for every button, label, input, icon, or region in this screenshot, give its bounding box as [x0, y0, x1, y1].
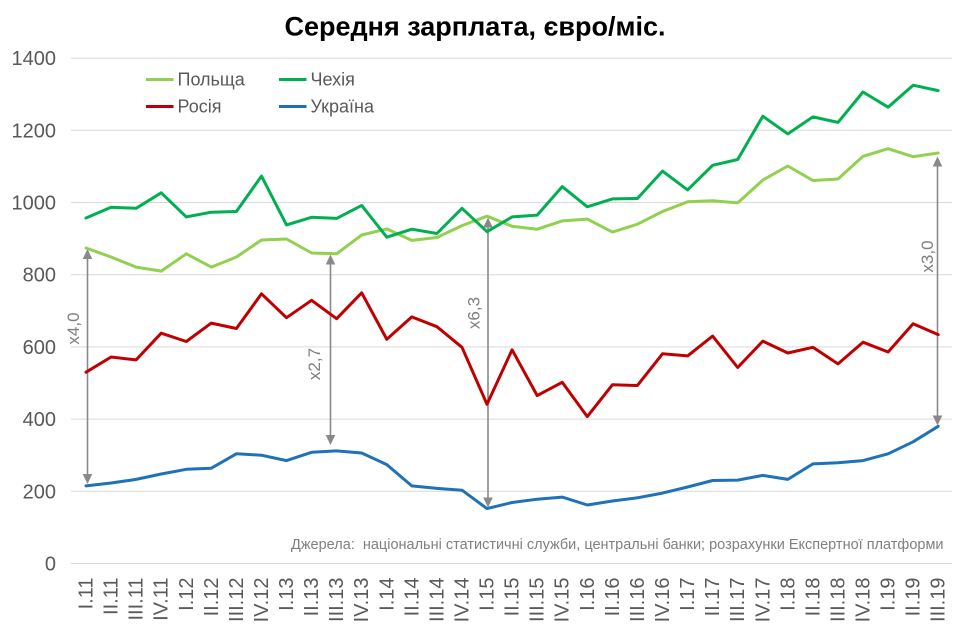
- svg-text:0: 0: [45, 554, 56, 576]
- svg-text:II.14: II.14: [401, 578, 423, 617]
- svg-text:II.18: II.18: [802, 578, 824, 617]
- svg-text:x2,7: x2,7: [305, 348, 324, 380]
- svg-text:1000: 1000: [12, 193, 57, 215]
- svg-text:III.11: III.11: [126, 578, 148, 621]
- svg-text:1400: 1400: [12, 48, 57, 70]
- svg-text:III.16: III.16: [627, 578, 649, 622]
- svg-text:III.14: III.14: [426, 578, 448, 622]
- svg-text:IV.15: IV.15: [552, 578, 574, 623]
- svg-text:I.19: I.19: [878, 578, 900, 611]
- svg-text:IV.16: IV.16: [652, 578, 674, 623]
- svg-text:IV.11: IV.11: [151, 578, 173, 621]
- svg-text:200: 200: [23, 481, 56, 503]
- svg-text:II.13: II.13: [301, 578, 323, 617]
- svg-text:I.13: I.13: [276, 578, 298, 611]
- svg-text:IV.13: IV.13: [351, 578, 373, 623]
- svg-text:400: 400: [23, 409, 56, 431]
- svg-text:Польща: Польща: [178, 70, 246, 90]
- svg-text:III.17: III.17: [727, 578, 749, 622]
- svg-text:Україна: Україна: [311, 97, 375, 117]
- svg-text:II.19: II.19: [903, 578, 925, 617]
- svg-text:II.16: II.16: [602, 578, 624, 617]
- svg-text:Чехія: Чехія: [311, 70, 355, 90]
- svg-text:IV.17: IV.17: [752, 578, 774, 623]
- svg-text:I.16: I.16: [577, 578, 599, 611]
- svg-text:x6,3: x6,3: [465, 297, 484, 329]
- svg-text:II.11: II.11: [101, 578, 123, 615]
- svg-text:IV.12: IV.12: [251, 578, 273, 623]
- svg-text:III.19: III.19: [928, 578, 950, 622]
- svg-text:I.15: I.15: [477, 578, 499, 611]
- svg-text:Джерела: національні статисти: Джерела: національні статистичні служби,…: [291, 537, 944, 553]
- svg-text:II.17: II.17: [702, 578, 724, 617]
- svg-text:x4,0: x4,0: [64, 312, 83, 344]
- svg-text:1200: 1200: [12, 120, 57, 142]
- svg-text:x3,0: x3,0: [918, 240, 937, 272]
- svg-text:I.11: I.11: [76, 578, 98, 610]
- svg-text:Росія: Росія: [178, 97, 222, 117]
- svg-text:800: 800: [23, 265, 56, 287]
- svg-text:I.12: I.12: [176, 578, 198, 611]
- svg-text:Середня зарплата, євро/міс.: Середня зарплата, євро/міс.: [284, 12, 665, 42]
- svg-text:III.15: III.15: [527, 578, 549, 622]
- svg-text:I.18: I.18: [777, 578, 799, 611]
- svg-text:IV.14: IV.14: [452, 578, 474, 623]
- svg-text:II.15: II.15: [502, 578, 524, 617]
- svg-text:I.14: I.14: [376, 578, 398, 611]
- svg-text:III.13: III.13: [326, 578, 348, 622]
- svg-text:IV.18: IV.18: [853, 578, 875, 623]
- svg-text:I.17: I.17: [677, 578, 699, 611]
- svg-text:II.12: II.12: [201, 578, 223, 617]
- svg-text:III.12: III.12: [226, 578, 248, 622]
- svg-text:III.18: III.18: [828, 578, 850, 622]
- svg-text:600: 600: [23, 337, 56, 359]
